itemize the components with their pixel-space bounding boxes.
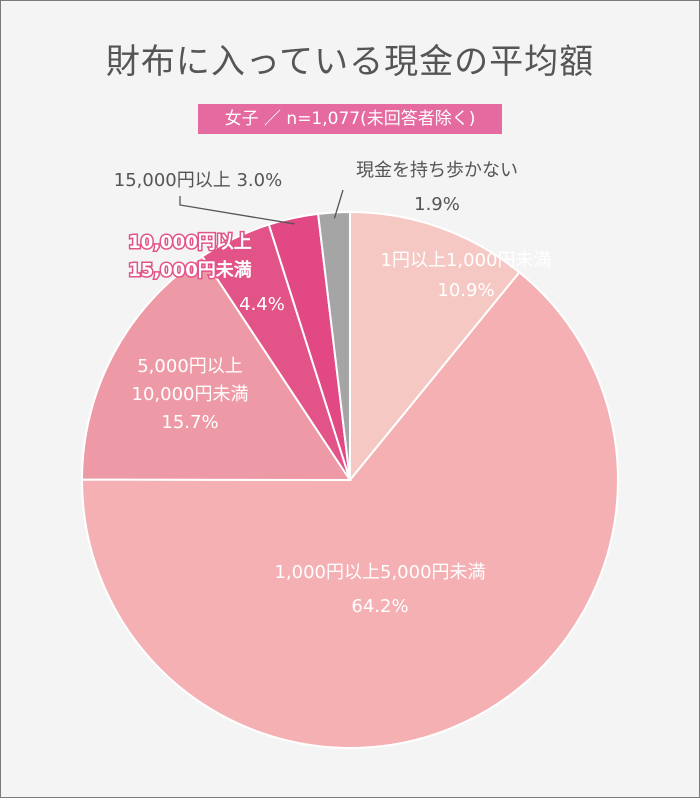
slice-value: 4.4% <box>239 294 285 315</box>
slice-label-text: 1,000円以上5,000円未満 <box>274 562 485 583</box>
pie-slice-6 <box>316 210 351 481</box>
chart-title: 財布に入っている現金の平均額 <box>105 42 595 82</box>
pie-slice-2 <box>80 270 619 749</box>
leader-line-6 <box>333 189 344 219</box>
pie-slice-1 <box>349 210 521 483</box>
slice-label-4: 10,000円以上 15,000円未満 4.4% <box>127 231 287 317</box>
slice-label-text: 現金を持ち歩かない <box>356 160 518 181</box>
slice-label-2: 1,000円以上5,000円未満 64.2% <box>274 562 485 617</box>
slice-value: 10.9% <box>437 280 494 301</box>
pie-slices <box>80 210 619 749</box>
slice-label-5: 15,000円以上 3.0% <box>114 170 282 191</box>
slice-label-text: 1円以上1,000円未満 <box>381 250 552 271</box>
sample-badge: 女子 ／ n=1,077(未回答者除く) <box>198 104 502 134</box>
pie-slice-3 <box>80 254 352 482</box>
slice-value: 64.2% <box>351 596 408 617</box>
slice-label-3: 5,000円以上 10,000円未満 15.7% <box>132 356 249 433</box>
slice-label-1: 1円以上1,000円未満 10.9% <box>381 250 552 301</box>
slice-value: 15.7% <box>161 412 218 433</box>
slice-label-text: 15,000円以上 3.0% <box>114 170 282 191</box>
slice-label-text: 10,000円未満 <box>132 384 249 405</box>
slice-label-6: 現金を持ち歩かない 1.9% <box>356 160 518 215</box>
slice-label-text: 5,000円以上 <box>137 356 243 377</box>
slice-label-text: 15,000円未満 <box>128 259 251 281</box>
slice-label-text: 10,000円以上 <box>128 232 251 253</box>
leader-line-5 <box>179 196 295 225</box>
slice-value: 1.9% <box>414 194 460 215</box>
